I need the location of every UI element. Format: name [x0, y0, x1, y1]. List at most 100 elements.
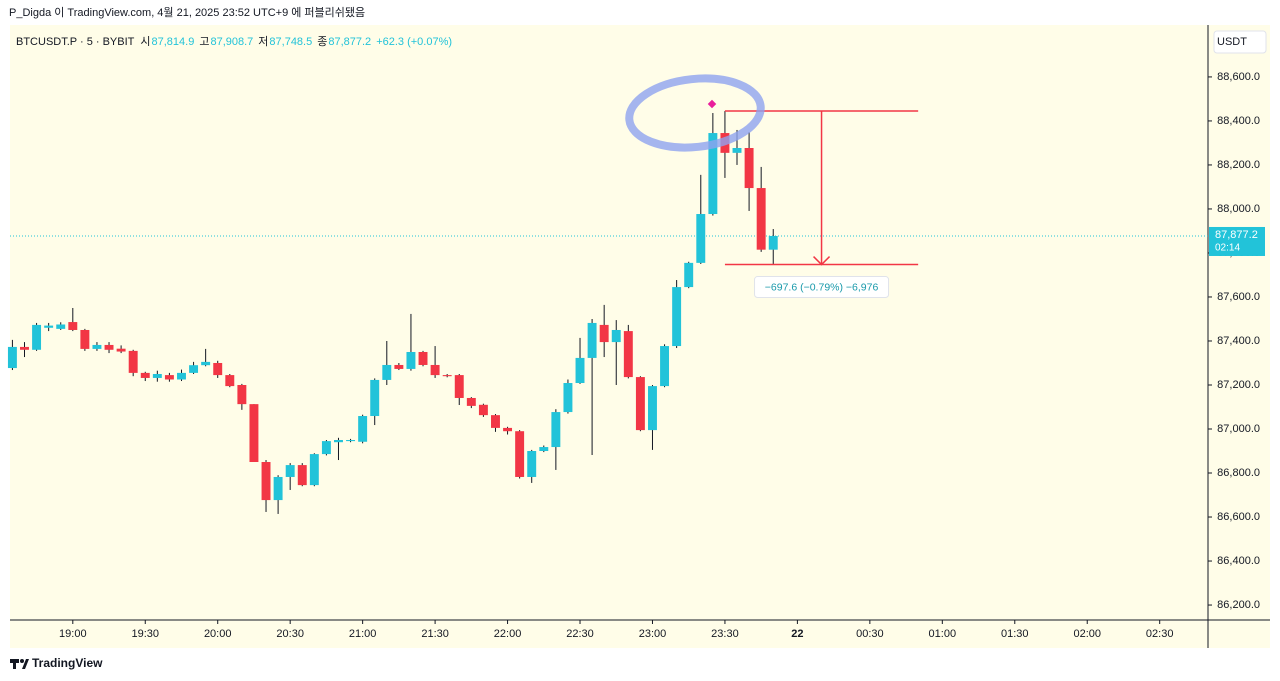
- candle-body: [454, 375, 464, 398]
- candle-body: [189, 365, 199, 373]
- candle-body: [648, 386, 657, 431]
- candle-body: [684, 262, 694, 288]
- y-tick-label: 86,400.0: [1217, 555, 1260, 567]
- x-tick-label: 23:30: [711, 628, 739, 640]
- candle-body: [225, 375, 235, 387]
- candle-body: [261, 462, 271, 501]
- candle-body: [237, 384, 247, 405]
- candle-body: [140, 372, 150, 378]
- y-tick-label: 88,200.0: [1217, 159, 1260, 171]
- x-tick-label: 23:00: [639, 628, 667, 640]
- candle-body: [708, 133, 718, 215]
- candle-body: [116, 348, 126, 352]
- time-axis: [10, 620, 1208, 648]
- measure-label-box: [754, 276, 890, 299]
- x-tick-label: 19:30: [131, 628, 159, 640]
- y-tick-label: 87,600.0: [1217, 291, 1260, 303]
- candle-body: [563, 383, 573, 413]
- candle-body: [466, 397, 476, 406]
- candle-body: [152, 373, 162, 378]
- candle-body: [394, 364, 404, 369]
- candle-body: [177, 372, 186, 380]
- candle-body: [744, 148, 754, 189]
- candle-body: [249, 404, 259, 463]
- candle-body: [672, 287, 682, 347]
- footer: TradingView: [32, 656, 103, 670]
- candle-body: [527, 451, 537, 477]
- y-tick-label: 86,200.0: [1217, 599, 1260, 611]
- candle-body: [346, 440, 356, 442]
- plot-area: [10, 25, 1208, 620]
- candle-body: [575, 357, 585, 384]
- candle-body: [164, 375, 174, 380]
- candle-body: [104, 344, 114, 350]
- y-tick-label: 87,200.0: [1217, 379, 1260, 391]
- footer-logo: [10, 659, 29, 669]
- header-text: 87,908.7: [210, 36, 254, 48]
- candle-body: [334, 440, 343, 443]
- candle-body: [92, 344, 102, 349]
- x-tick-label: 22:30: [566, 628, 594, 640]
- candle-body: [599, 324, 609, 343]
- candle-body: [309, 454, 319, 486]
- y-tick-label: 88,000.0: [1217, 203, 1260, 215]
- header-text: 저: [258, 36, 269, 48]
- candle-body: [756, 188, 766, 250]
- candle-body: [128, 350, 138, 373]
- header-text: 87,877.2: [328, 36, 372, 48]
- countdown: 02:14: [1215, 243, 1240, 254]
- x-tick-label: 21:30: [421, 628, 449, 640]
- currency-box: [1213, 30, 1267, 54]
- candle-body: [442, 375, 452, 377]
- candle-body: [418, 351, 428, 365]
- last-price-tag: [1209, 226, 1265, 256]
- plot-layer: 86,200.0 86,400.0 86,600.0 86,800.0 87,000.0…: [7, 71, 1260, 640]
- x-tick-label: 19:00: [59, 628, 87, 640]
- candle-body: [80, 329, 90, 349]
- y-tick-label: 87,400.0: [1217, 335, 1260, 347]
- candle-body: [32, 324, 42, 350]
- candle-body: [660, 346, 670, 387]
- y-tick-label: 88,400.0: [1217, 115, 1260, 127]
- candle-body: [56, 324, 66, 329]
- header-text: +62.3 (+0.07%): [376, 36, 453, 48]
- candle-body: [551, 412, 561, 448]
- candle-body: [358, 416, 368, 442]
- candle-body: [587, 322, 597, 358]
- x-tick-label: 02:00: [1073, 628, 1101, 640]
- candle-body: [635, 377, 645, 431]
- x-tick-label: 02:30: [1146, 628, 1174, 640]
- x-tick-label: 22:00: [494, 628, 522, 640]
- candle-body: [285, 465, 295, 477]
- currency: USDT: [1217, 36, 1247, 48]
- candle-body: [623, 331, 633, 378]
- candle-body: [696, 214, 706, 263]
- header-text: 고: [199, 36, 210, 48]
- header-text: 87,748.5: [269, 36, 313, 48]
- candle-body: [768, 235, 778, 250]
- measure-label: −697.6 (−0.79%) −6,976: [765, 281, 879, 293]
- candle-body: [213, 362, 223, 376]
- x-tick-label: 00:30: [856, 628, 884, 640]
- x-tick-label: 21:00: [349, 628, 377, 640]
- candle-body: [370, 379, 380, 417]
- last-price-label: 87,877.2: [1215, 229, 1258, 241]
- measure-arrowhead: [813, 256, 831, 266]
- x-tick-label: 22: [791, 628, 803, 640]
- candle-body: [273, 476, 283, 501]
- price-axis: [1208, 25, 1270, 648]
- candle-body: [297, 465, 307, 486]
- candle-body: [503, 427, 513, 432]
- x-tick-label: 20:00: [204, 628, 232, 640]
- candle-body: [478, 404, 488, 416]
- header-text: 시: [140, 36, 151, 48]
- candle-body: [539, 447, 549, 452]
- caption: P_Digda 이 TradingView.com, 4월 21, 2025 2…: [9, 6, 365, 19]
- candle-body: [382, 364, 392, 380]
- y-tick-label: 88,600.0: [1217, 71, 1260, 83]
- candle-body: [515, 431, 525, 477]
- candle-body: [321, 441, 331, 455]
- y-tick-label: 86,800.0: [1217, 467, 1260, 479]
